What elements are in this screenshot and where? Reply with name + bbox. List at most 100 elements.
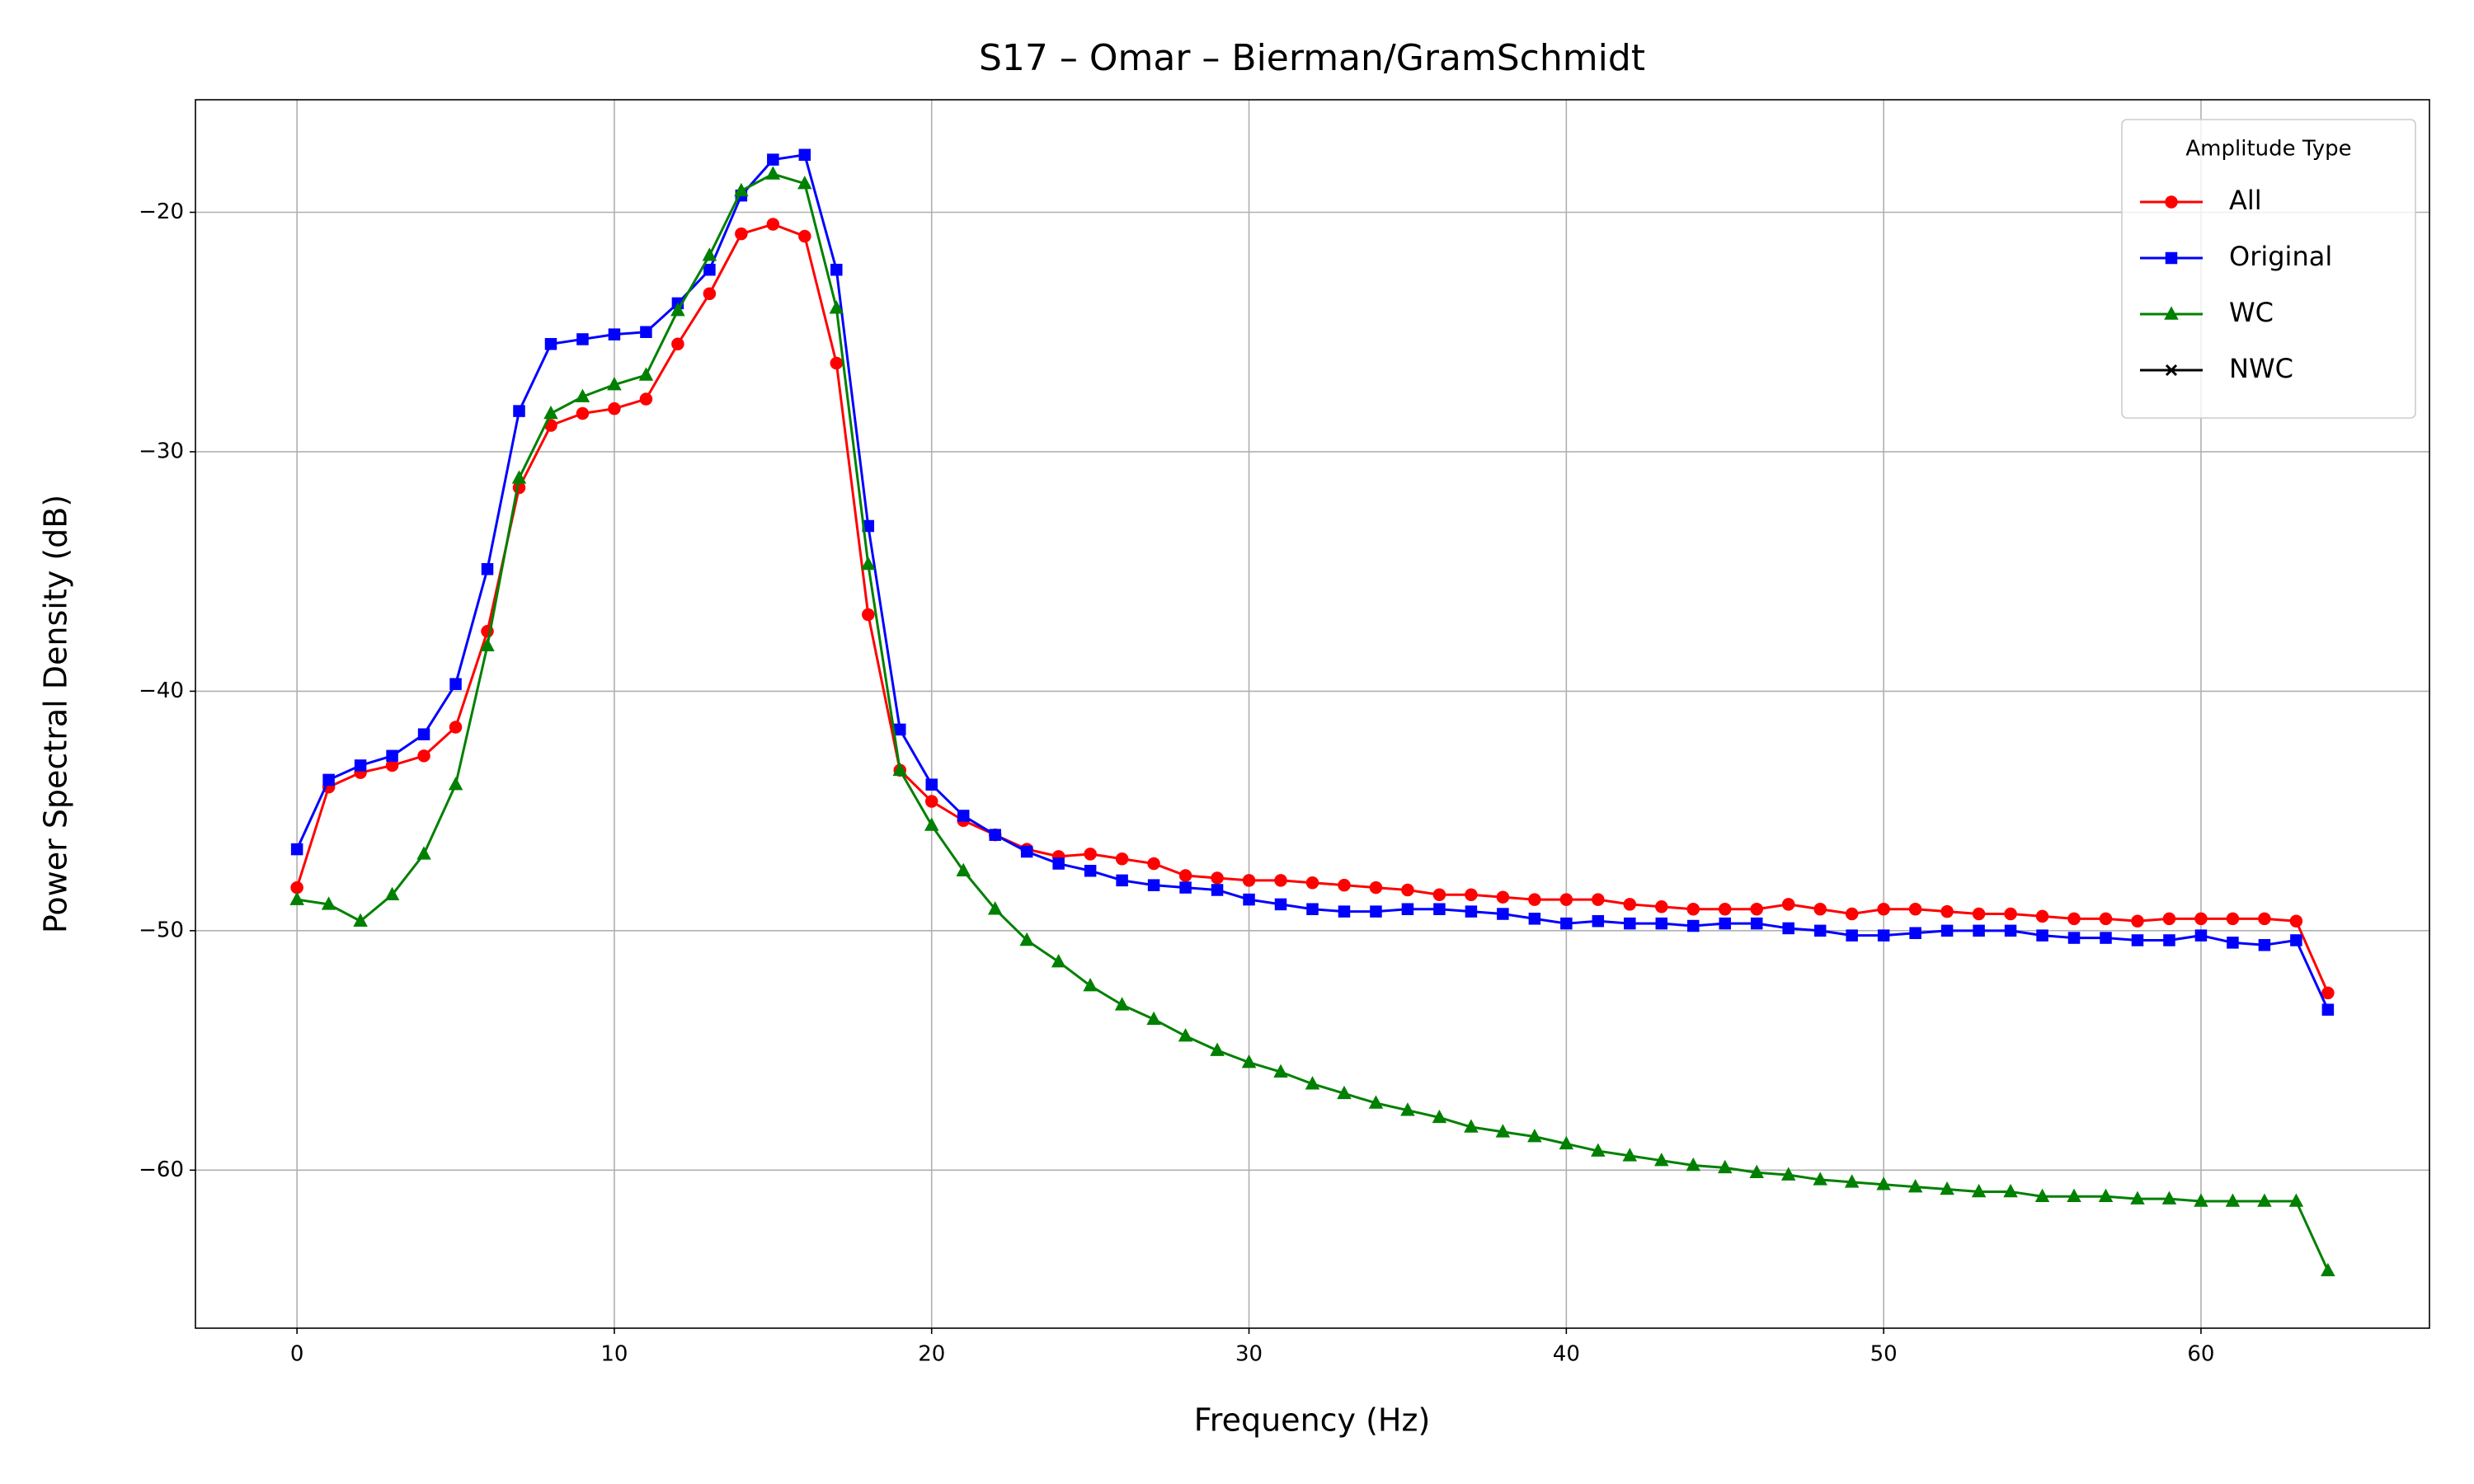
marker [2257,1193,2272,1207]
marker [1337,1085,1352,1100]
marker [1780,1167,1796,1181]
marker [1844,1174,1860,1188]
marker [1052,857,1065,870]
marker [1178,1028,1193,1042]
marker [1401,903,1414,915]
marker [2004,907,2017,921]
marker [671,337,684,351]
marker [2289,914,2303,928]
marker [575,388,590,402]
marker [544,338,557,350]
marker [1750,917,1763,930]
marker [1686,902,1700,916]
marker [2290,934,2302,946]
plot-area [289,148,2335,1277]
marker [449,721,463,734]
marker [1433,903,1446,915]
marker [2227,937,2239,949]
marker [1686,1157,1701,1172]
marker [798,229,811,243]
marker [1495,1124,1511,1138]
x-tick-label: 30 [1235,1342,1263,1367]
marker [1432,1109,1447,1124]
marker [861,556,876,571]
marker [1940,904,1954,918]
marker [354,759,367,772]
marker [448,777,463,791]
marker [417,749,430,763]
marker [957,810,970,822]
marker [513,405,525,417]
marker [2036,929,2048,942]
marker [703,287,717,301]
marker [639,392,653,406]
y-tick-label: −50 [139,918,184,942]
marker [987,901,1003,915]
marker [2099,912,2113,926]
legend-marker [2165,195,2178,209]
marker [321,896,336,910]
marker [2321,986,2335,1000]
marker [1497,908,1509,920]
marker [830,263,843,276]
marker [1369,881,1383,895]
marker [2225,1193,2241,1207]
marker [2131,914,2144,928]
marker [1338,905,1351,918]
marker [511,470,527,484]
legend-marker [2165,364,2178,377]
marker [702,247,717,261]
marker [353,913,368,927]
marker [1465,905,1478,918]
marker [1623,898,1637,911]
marker [1084,864,1097,877]
marker [1242,874,1256,887]
marker [862,608,875,622]
marker [576,406,590,420]
marker [2004,924,2017,937]
marker [1940,924,1954,937]
marker [2194,929,2208,942]
marker [1305,1076,1320,1090]
marker [1528,913,1541,925]
marker [1083,978,1098,992]
marker [1877,902,1890,916]
marker [1591,1143,1606,1157]
marker [1973,924,1985,937]
marker [924,817,939,831]
legend-marker [2165,251,2178,265]
marker [1019,932,1034,946]
marker [1496,890,1510,904]
marker [1622,1148,1638,1162]
marker [1749,1164,1764,1178]
marker [1654,1153,1669,1167]
marker [1020,845,1033,858]
marker [1243,893,1255,906]
marker [2258,939,2271,951]
marker [1717,1159,1733,1174]
marker [2288,1193,2304,1207]
marker [638,367,654,381]
marker [1907,1179,1923,1193]
legend-marker [2164,306,2179,320]
marker [1719,917,1731,930]
marker [2067,932,2081,944]
marker [1813,902,1827,916]
marker [1559,1135,1574,1150]
legend-label: NWC [2229,353,2293,384]
marker [2034,1188,2050,1203]
marker [1147,879,1160,891]
marker [1528,893,1541,906]
marker [1211,884,1224,896]
marker [1846,929,1858,942]
legend-title: Amplitude Type [2185,137,2351,162]
marker [1368,1095,1384,1109]
marker [290,881,303,895]
marker [830,356,844,370]
marker [1146,1011,1161,1026]
marker [1400,1102,1415,1116]
marker [1306,903,1319,915]
marker [2098,1188,2114,1203]
